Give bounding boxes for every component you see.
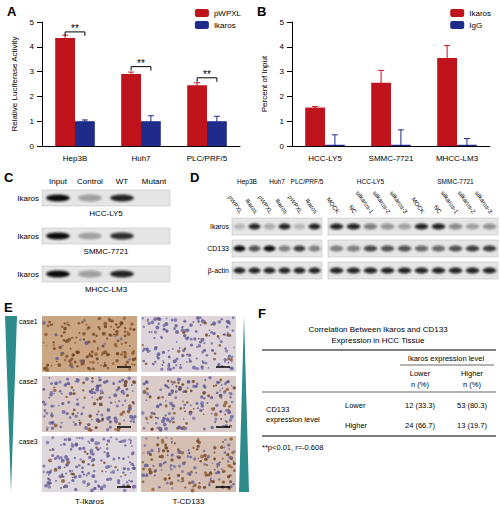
svg-text:Huh7: Huh7 [269,178,285,185]
svg-text:NC: NC [348,204,358,215]
svg-text:Correlation Between Ikaros and: Correlation Between Ikaros and CD133 [308,325,448,334]
svg-text:Expression in HCC Tissue: Expression in HCC Tissue [332,336,425,345]
svg-text:E: E [4,300,13,315]
svg-text:SMMC-7721: SMMC-7721 [369,154,414,163]
svg-text:pWPXL: pWPXL [287,194,304,215]
svg-text:**p<0.01, r=-0.608: **p<0.01, r=-0.608 [262,443,323,452]
svg-text:Mutant: Mutant [142,177,167,186]
svg-text:**: ** [71,23,79,34]
svg-text:MOCK: MOCK [325,196,340,214]
svg-text:Ikaros: Ikaros [17,194,39,203]
svg-text:0: 0 [30,142,35,151]
svg-text:4: 4 [30,42,35,51]
svg-text:HCC-LY5: HCC-LY5 [89,209,123,218]
svg-text:B: B [257,4,266,19]
svg-text:Ikaros expression level: Ikaros expression level [408,354,485,363]
svg-text:Higher: Higher [461,369,484,378]
svg-text:**: ** [203,69,211,80]
svg-text:Percent of Input: Percent of Input [260,55,269,112]
svg-text:MOCK: MOCK [410,196,425,214]
svg-text:SMMC-7721: SMMC-7721 [437,178,474,185]
svg-text:case2: case2 [19,378,38,385]
svg-text:PLC/PRF/5: PLC/PRF/5 [187,154,228,163]
svg-text:0: 0 [280,142,285,151]
svg-text:siIkaros-1: siIkaros-1 [355,190,375,215]
svg-text:NC: NC [433,204,443,215]
svg-text:Ikaros: Ikaros [274,198,288,215]
svg-text:Input: Input [49,177,68,186]
svg-text:MHCC-LM3: MHCC-LM3 [436,154,479,163]
svg-text:1: 1 [30,117,35,126]
svg-text:MHCC-LM3: MHCC-LM3 [85,285,128,294]
svg-text:pWPXL: pWPXL [257,194,274,215]
svg-text:pWPXL: pWPXL [214,9,242,18]
svg-text:Hep3B: Hep3B [237,178,257,186]
svg-text:T-CD133: T-CD133 [172,497,205,506]
svg-text:C: C [4,170,14,185]
svg-text:53 (80.3): 53 (80.3) [457,401,488,410]
svg-text:Ikaros: Ikaros [17,232,39,241]
svg-text:A: A [7,4,17,19]
svg-text:PLC/PRF/5: PLC/PRF/5 [291,178,324,185]
svg-text:case1: case1 [19,318,38,325]
svg-text:5: 5 [30,18,35,27]
svg-text:24 (66.7): 24 (66.7) [405,421,436,430]
svg-text:IgG: IgG [469,21,482,30]
svg-text:3: 3 [280,67,285,76]
svg-text:4: 4 [280,42,285,51]
svg-text:HCC-LY5: HCC-LY5 [308,154,342,163]
svg-text:Ikaros: Ikaros [244,198,258,215]
svg-text:SMMC-7721: SMMC-7721 [84,247,129,256]
svg-text:1: 1 [280,117,285,126]
svg-text:WT: WT [116,177,129,186]
svg-text:Lower: Lower [345,401,366,410]
svg-text:siIkaros-3: siIkaros-3 [474,190,494,215]
svg-text:T-Ikaros: T-Ikaros [75,497,104,506]
svg-text:Ikaros: Ikaros [17,270,39,279]
svg-text:Ikaros: Ikaros [304,198,318,215]
svg-text:D: D [190,170,199,185]
svg-text:CD133: CD133 [207,245,229,252]
svg-text:3: 3 [30,67,35,76]
svg-text:expression level: expression level [266,415,320,424]
svg-text:F: F [258,306,266,321]
svg-text:siIkaros-2: siIkaros-2 [372,190,392,215]
svg-text:case3: case3 [19,438,38,445]
svg-text:siIkaros-2: siIkaros-2 [457,190,477,215]
svg-text:Control: Control [77,177,103,186]
svg-text:Higher: Higher [345,421,368,430]
svg-text:HCC-LY5: HCC-LY5 [357,178,385,185]
svg-text:n (%): n (%) [411,380,429,389]
svg-text:Ikaros: Ikaros [469,9,491,18]
svg-text:5: 5 [280,18,285,27]
svg-text:2: 2 [30,92,35,101]
svg-text:siIkaros-3: siIkaros-3 [389,190,409,215]
svg-text:Ikaros: Ikaros [210,223,230,230]
svg-text:Huh7: Huh7 [131,154,151,163]
svg-text:β-actin: β-actin [208,267,229,275]
svg-text:Ikaros: Ikaros [214,21,236,30]
svg-text:12 (33.3): 12 (33.3) [405,401,436,410]
svg-text:13 (19.7): 13 (19.7) [457,421,488,430]
svg-text:n (%): n (%) [463,380,481,389]
svg-text:2: 2 [280,92,285,101]
svg-text:**: ** [137,58,145,69]
svg-text:pWPXL: pWPXL [227,194,244,215]
svg-text:siIkaros-1: siIkaros-1 [440,190,460,215]
svg-text:Lower: Lower [410,369,431,378]
svg-text:CD133: CD133 [266,405,289,414]
svg-text:Hep3B: Hep3B [63,154,87,163]
svg-text:Relative Luciferase Activity: Relative Luciferase Activity [10,36,19,131]
